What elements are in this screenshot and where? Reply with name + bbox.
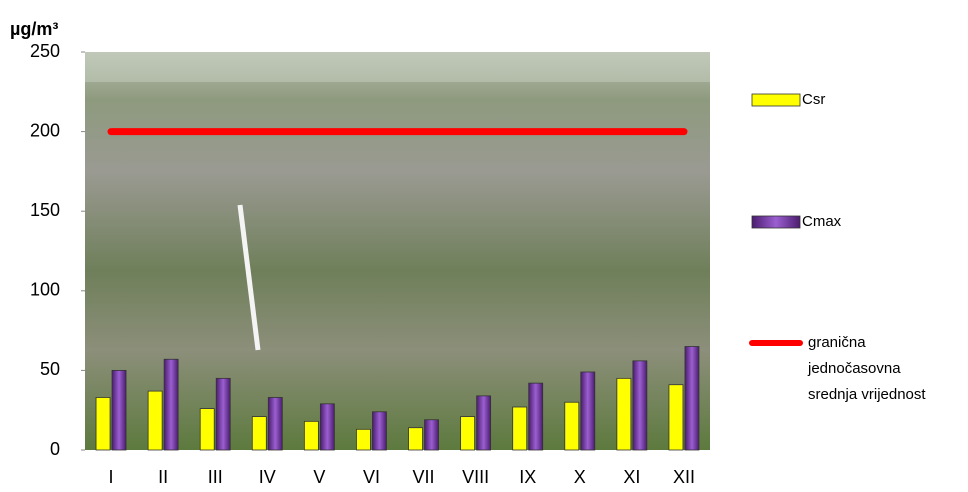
legend-swatch xyxy=(751,93,801,107)
y-tick-label: 200 xyxy=(30,120,60,140)
bar xyxy=(632,360,648,451)
bar xyxy=(616,377,632,451)
x-tick-label: XII xyxy=(673,467,695,487)
legend-label: Cmax xyxy=(802,213,842,230)
bar xyxy=(424,419,439,451)
bar xyxy=(372,411,387,451)
bar xyxy=(476,395,492,451)
legend-label: Csr xyxy=(802,91,826,108)
y-tick-label: 50 xyxy=(40,359,60,379)
bar xyxy=(580,371,596,451)
bar xyxy=(95,397,111,451)
bar xyxy=(163,358,179,451)
x-tick-label: VII xyxy=(413,467,435,487)
x-tick-label: VI xyxy=(363,467,380,487)
bar xyxy=(356,428,371,451)
bar xyxy=(668,384,684,451)
x-tick-label: II xyxy=(158,467,168,487)
y-tick-label: 0 xyxy=(50,439,60,459)
bar xyxy=(111,369,127,451)
bar xyxy=(251,416,267,451)
bar xyxy=(512,406,528,451)
x-tick-label: IV xyxy=(259,467,276,487)
bar xyxy=(199,408,215,451)
y-tick-label: 100 xyxy=(30,280,60,300)
bar xyxy=(408,427,423,451)
bar xyxy=(147,390,163,451)
x-tick-label: XI xyxy=(623,467,640,487)
unit-label: µg/m³ xyxy=(10,19,58,39)
x-tick-label: V xyxy=(313,467,325,487)
bar xyxy=(528,382,544,451)
background-photo xyxy=(85,52,710,82)
background-photo xyxy=(237,204,261,351)
x-tick-label: III xyxy=(208,467,223,487)
legend-swatch xyxy=(751,215,801,229)
bar xyxy=(267,397,283,451)
x-tick-label: X xyxy=(574,467,586,487)
bar xyxy=(319,403,335,451)
bar xyxy=(460,416,476,451)
x-tick-label: VIII xyxy=(462,467,489,487)
bar xyxy=(684,346,700,451)
x-tick-label: IX xyxy=(519,467,536,487)
y-tick-label: 250 xyxy=(30,41,60,61)
bar xyxy=(303,420,319,451)
legend-label: granična jednočasovna srednja vrijednost xyxy=(808,334,926,403)
bar xyxy=(215,377,231,451)
x-tick-label: I xyxy=(109,467,114,487)
y-tick-label: 150 xyxy=(30,200,60,220)
background-photo xyxy=(85,52,710,450)
bar xyxy=(564,401,580,451)
